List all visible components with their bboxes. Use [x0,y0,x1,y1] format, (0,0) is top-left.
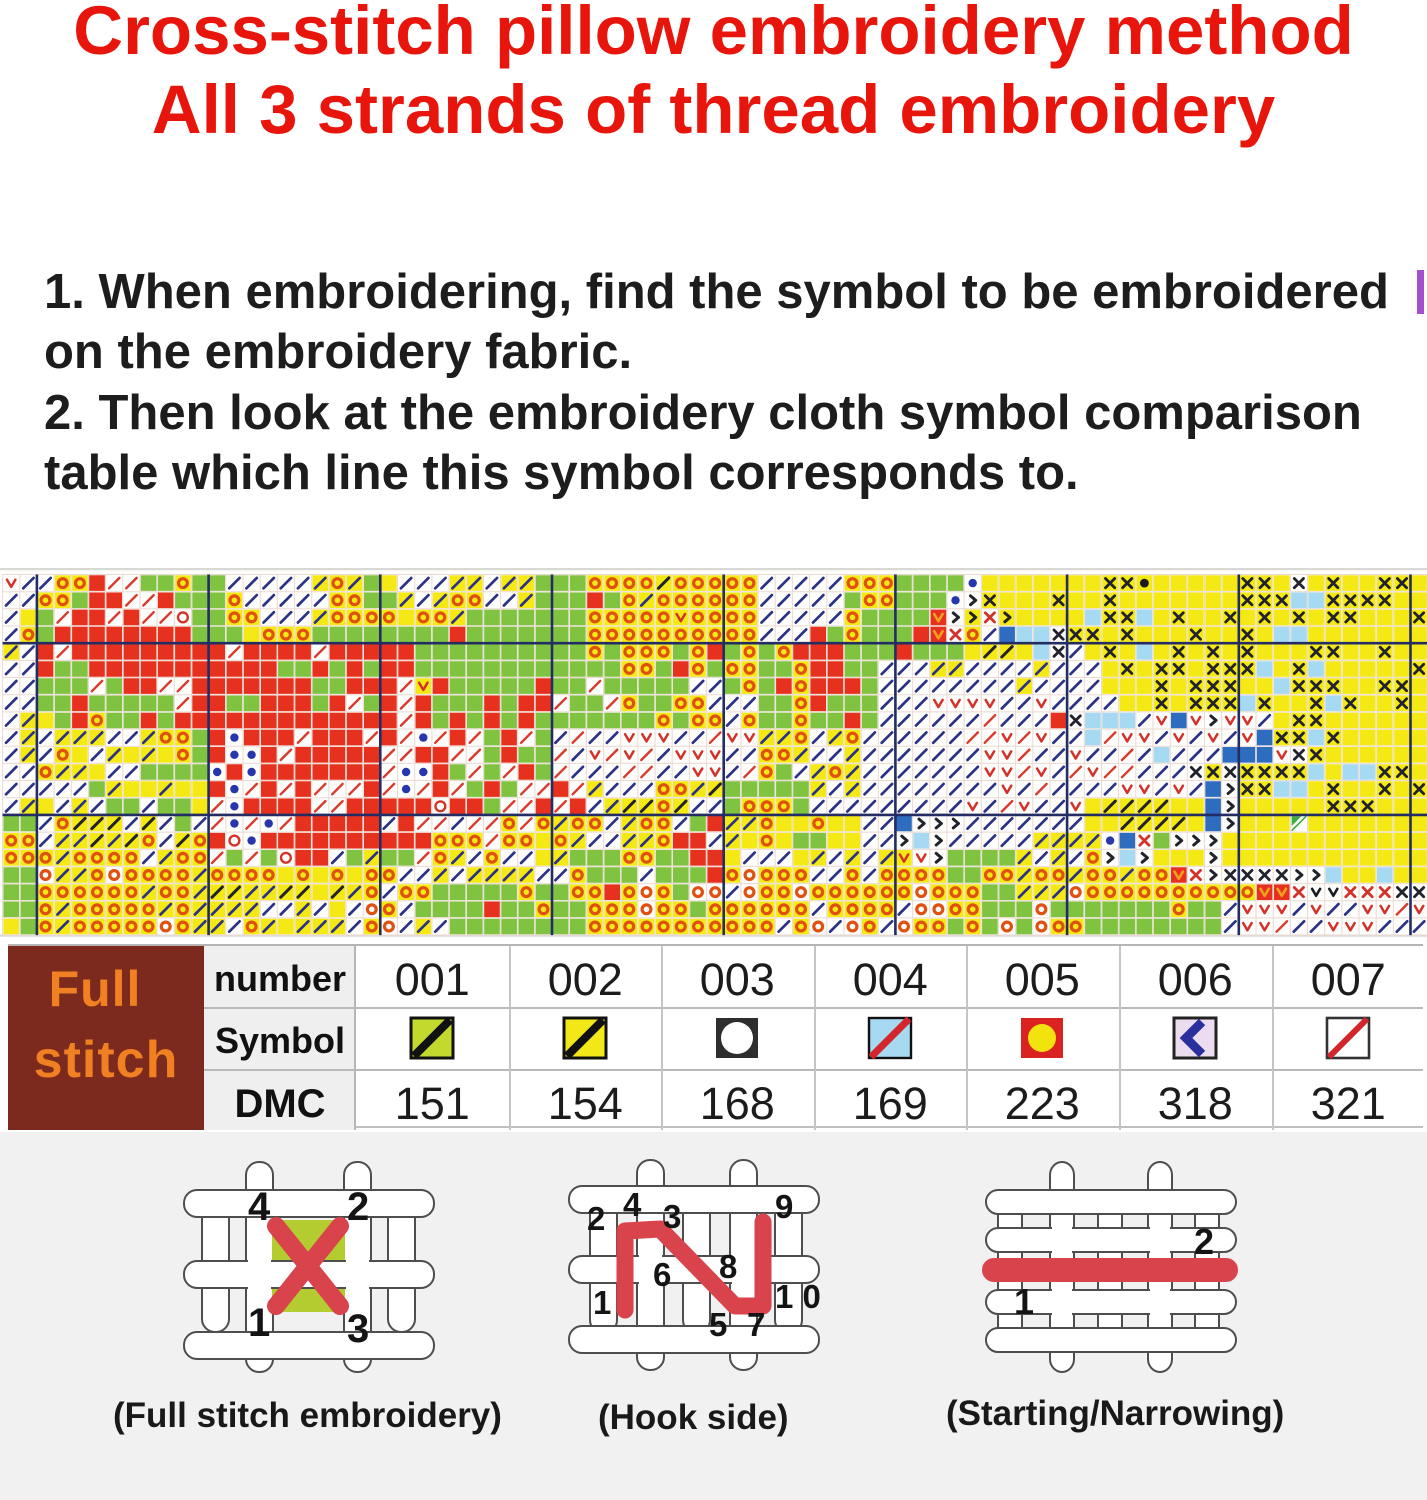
svg-text:3: 3 [347,1307,369,1351]
svg-text:2: 2 [1194,1221,1214,1262]
svg-text:2: 2 [347,1185,369,1229]
svg-text:4: 4 [248,1185,271,1229]
svg-text:4: 4 [623,1186,642,1223]
svg-text:5: 5 [709,1306,727,1343]
svg-text:8: 8 [719,1248,737,1285]
svg-text:2: 2 [587,1200,605,1237]
svg-text:1: 1 [593,1284,611,1321]
svg-text:3: 3 [663,1198,681,1235]
svg-text:1: 1 [1014,1281,1034,1322]
svg-text:9: 9 [775,1188,793,1225]
svg-text:1 0: 1 0 [775,1278,821,1315]
svg-text:6: 6 [653,1256,671,1293]
svg-text:7: 7 [747,1306,765,1343]
svg-text:1: 1 [248,1301,270,1345]
